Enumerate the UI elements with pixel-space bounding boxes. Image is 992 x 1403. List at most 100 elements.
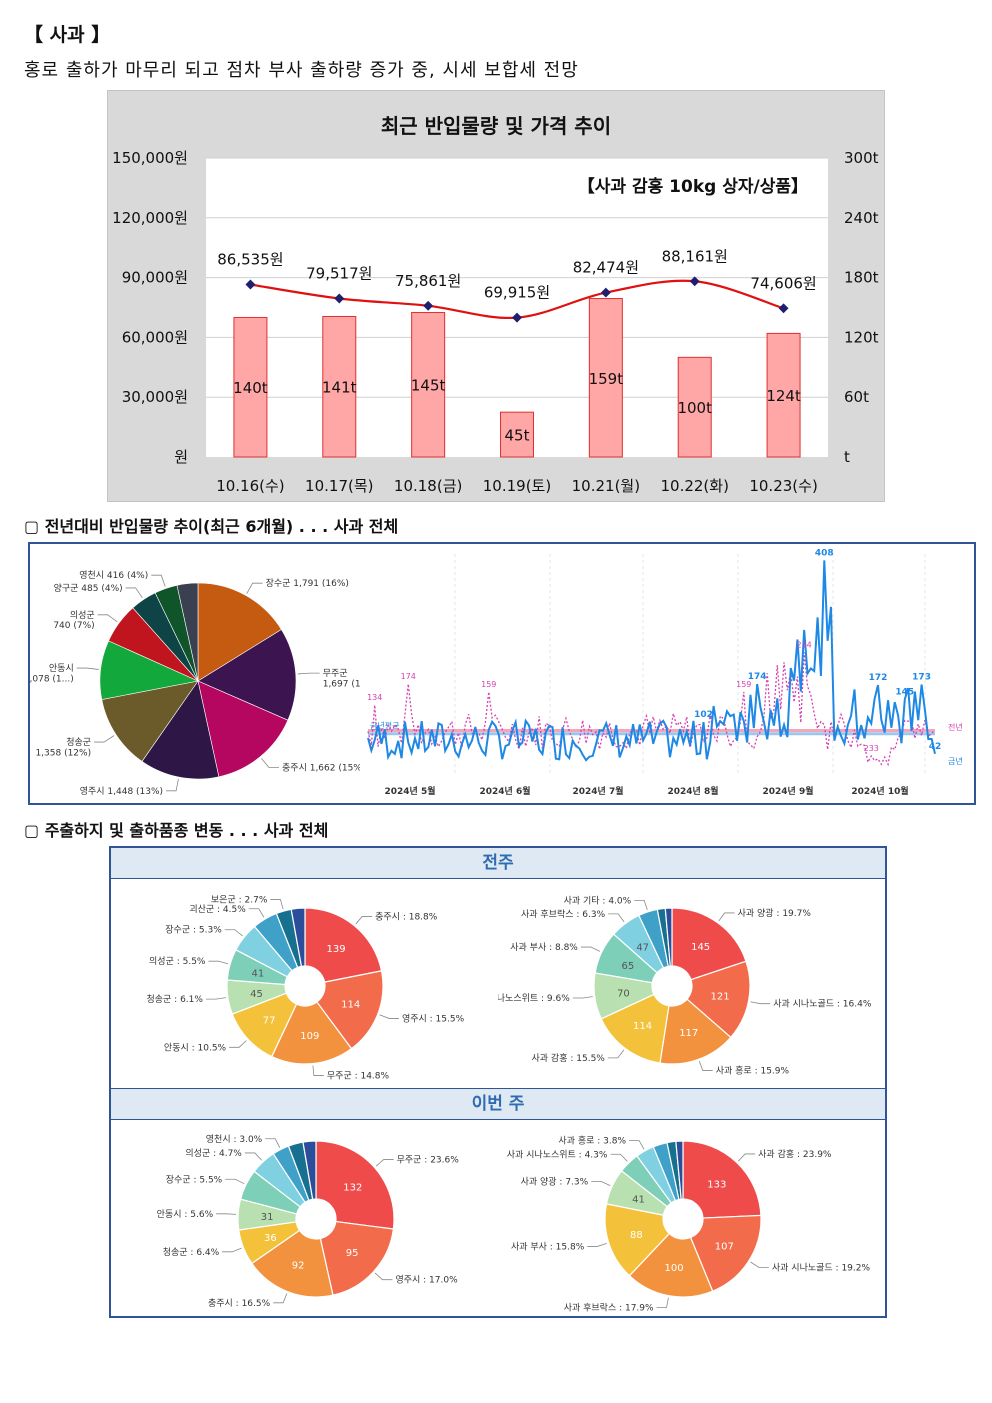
slice-value-label: 65 bbox=[621, 961, 634, 972]
leader-line bbox=[698, 1061, 713, 1071]
slice-value-label: 77 bbox=[263, 1015, 276, 1026]
leader-line bbox=[265, 1138, 281, 1148]
leader-line bbox=[580, 946, 601, 952]
price-label: 88,161원 bbox=[662, 247, 728, 265]
avg-label: 금년평균 bbox=[370, 720, 399, 730]
volume-bar bbox=[411, 311, 446, 458]
chart-annotation: 【사과 감홍 10kg 상자/상품】 bbox=[578, 176, 808, 197]
volume-label: 100t bbox=[677, 399, 712, 417]
y-right-tick: 240t bbox=[844, 209, 879, 227]
leader-line bbox=[572, 996, 593, 999]
slice-label: 사과 시나노스위트 : 9.6% bbox=[498, 993, 570, 1004]
volume-label: 145t bbox=[411, 377, 446, 395]
slice-label: 충주시 1,662 (15%) bbox=[282, 763, 360, 774]
x-tick-label: 2024년 7월 bbox=[572, 785, 623, 797]
slice-label: 의성군 : 5.5% bbox=[149, 956, 206, 967]
origin-variety-panel: 전주 139 충주시 : 18.8% 114 영주시 : 15.5% 109 무주군 : … bbox=[109, 846, 887, 1318]
volume-bar bbox=[233, 316, 268, 458]
pie-slice bbox=[141, 680, 220, 780]
leader-line bbox=[261, 758, 280, 769]
leader-line bbox=[379, 1014, 399, 1019]
slice-value-label: 145 bbox=[691, 942, 710, 953]
slice-value-label: 121 bbox=[710, 992, 729, 1003]
y-right-tick: 300t bbox=[844, 149, 879, 167]
pie-slice bbox=[176, 582, 199, 682]
y-left-tick: 60,000원 bbox=[122, 328, 188, 346]
price-marker bbox=[512, 312, 522, 323]
price-marker bbox=[778, 303, 789, 314]
y-right-tick: 180t bbox=[844, 269, 879, 287]
x-tick-label: 10.16(수) bbox=[216, 477, 284, 495]
slice-value-label: 117 bbox=[679, 1028, 698, 1039]
price-label: 79,517원 bbox=[306, 264, 372, 282]
price-marker bbox=[423, 300, 434, 311]
leader-line bbox=[750, 1261, 769, 1268]
slice-label: 보은군 : 2.7% bbox=[211, 894, 268, 905]
slice-label: 무주군 : 14.8% bbox=[327, 1071, 390, 1082]
leader-line bbox=[608, 913, 625, 923]
slice-value-label: 41 bbox=[632, 1195, 645, 1206]
price-label: 75,861원 bbox=[395, 272, 461, 290]
donut-hole bbox=[663, 1199, 703, 1239]
slice-label: 영주시 : 17.0% bbox=[395, 1275, 458, 1286]
slice-label: 청송군 1,358 (12%) bbox=[35, 737, 91, 758]
plot-area bbox=[206, 158, 828, 457]
price-volume-chart-panel: 최근 반입물량 및 가격 추이 【사과 감홍 10kg 상자/상품】 원 t 30,00… bbox=[107, 90, 885, 502]
this-week-variety-donut: 133 사과 감홍 : 23.9% 107 사과 시나노골드 : 19.2% 100 사과… bbox=[507, 1134, 871, 1313]
leader-line bbox=[205, 997, 226, 1000]
slice-value-label: 36 bbox=[264, 1233, 277, 1244]
leader-line bbox=[375, 1159, 394, 1167]
peak-label: 234 bbox=[797, 640, 812, 649]
slice-label: 사과 홍로 : 15.9% bbox=[716, 1065, 790, 1077]
band-last-week: 전주 bbox=[111, 848, 885, 879]
price-label: 82,474원 bbox=[573, 259, 639, 277]
y-left-tick: 90,000원 bbox=[122, 269, 188, 287]
series-label-prev: 전년 bbox=[948, 722, 963, 732]
slice-label: 사과 감홍 : 23.9% bbox=[758, 1148, 832, 1160]
leader-line bbox=[718, 912, 735, 922]
slice-label: 청송군 : 6.1% bbox=[146, 994, 203, 1005]
slice-label: 장수군 : 5.3% bbox=[165, 925, 222, 936]
slice-label: 충주시 : 18.8% bbox=[375, 911, 438, 922]
peak-label: 233 bbox=[864, 744, 879, 753]
x-tick-label: 2024년 9월 bbox=[762, 785, 813, 797]
leader-line bbox=[229, 1040, 247, 1048]
leader-line bbox=[208, 960, 229, 965]
series-label-cur: 금년 bbox=[948, 756, 963, 766]
slice-label: 사과 후브락스 : 6.3% bbox=[521, 908, 606, 920]
leader-line bbox=[312, 1065, 324, 1076]
leader-line bbox=[97, 614, 118, 623]
slice-value-label: 92 bbox=[292, 1261, 305, 1272]
leader-line bbox=[273, 1293, 288, 1304]
leader-line bbox=[94, 735, 115, 743]
leader-line bbox=[216, 1213, 237, 1215]
leader-line bbox=[591, 1181, 611, 1187]
volume-label: 141t bbox=[322, 379, 357, 397]
slice-label: 안동시 : 5.6% bbox=[157, 1209, 214, 1220]
chart-title: 최근 반입물량 및 가격 추이 bbox=[381, 114, 611, 138]
volume-label: 45t bbox=[505, 427, 530, 445]
y-left-tick: 원 bbox=[174, 448, 188, 466]
peak-label: 159 bbox=[481, 680, 496, 689]
leader-line bbox=[737, 1153, 756, 1162]
leader-line bbox=[355, 916, 373, 925]
leader-line bbox=[297, 672, 320, 675]
leader-line bbox=[610, 1153, 628, 1162]
y-left-tick: 30,000원 bbox=[122, 388, 188, 406]
volume-label: 140t bbox=[233, 379, 268, 397]
leader-line bbox=[607, 1049, 625, 1059]
volume-bar bbox=[588, 298, 623, 458]
slice-label: 충주시 : 16.5% bbox=[208, 1298, 271, 1309]
slice-label: 사과 홍로 : 3.8% bbox=[558, 1134, 626, 1146]
slice-label: 영주시 : 15.5% bbox=[402, 1013, 465, 1024]
slice-value-label: 139 bbox=[327, 944, 346, 955]
price-marker bbox=[600, 287, 611, 298]
y-left-tick: 120,000원 bbox=[112, 209, 188, 227]
leader-line bbox=[222, 1247, 242, 1253]
slice-label: 청송군 : 6.4% bbox=[163, 1247, 220, 1258]
x-tick-label: 2024년 10월 bbox=[851, 785, 908, 797]
volume-bar bbox=[766, 332, 801, 458]
